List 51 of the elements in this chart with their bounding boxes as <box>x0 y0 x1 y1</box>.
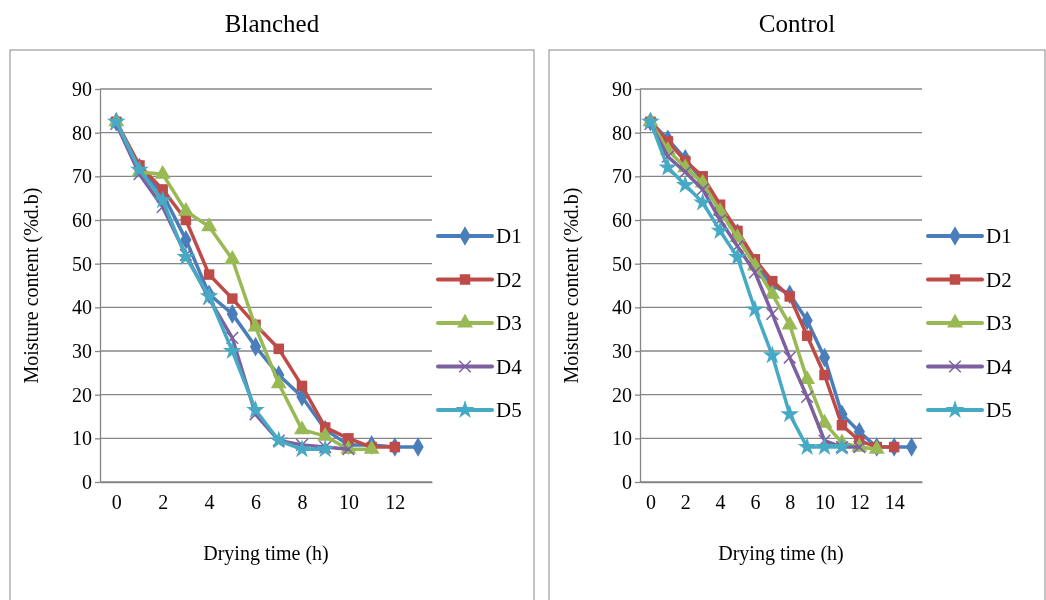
x-tick-label: 4 <box>715 491 726 513</box>
legend-label: D5 <box>496 398 522 422</box>
legend-label: D1 <box>496 224 522 248</box>
x-tick-label: 0 <box>111 491 122 513</box>
x-tick-label: 8 <box>785 491 796 513</box>
chart-title: Control <box>758 10 836 37</box>
y-tick-label: 60 <box>72 208 92 231</box>
x-tick-label: 12 <box>849 491 870 513</box>
y-tick-label: 0 <box>622 470 632 493</box>
y-axis-title: Moisture content (%d.b) <box>560 187 583 384</box>
y-tick-label: 70 <box>72 165 92 188</box>
legend-label: D2 <box>496 267 522 292</box>
y-tick-label: 60 <box>612 208 632 231</box>
legend-label: D4 <box>496 354 523 379</box>
y-tick-label: 80 <box>72 121 92 144</box>
x-tick-label: 6 <box>251 491 262 513</box>
y-tick-label: 50 <box>612 252 632 275</box>
legend-label: D5 <box>986 398 1012 422</box>
y-tick-label: 90 <box>72 77 92 100</box>
x-tick-label: 10 <box>338 491 359 513</box>
y-tick-label: 40 <box>72 296 92 319</box>
y-axis-title: Moisture content (%d.b) <box>20 187 43 384</box>
x-tick-label: 2 <box>158 491 169 513</box>
y-tick-label: 30 <box>72 339 92 362</box>
legend-label: D4 <box>986 354 1013 379</box>
y-tick-label: 70 <box>612 165 632 188</box>
y-tick-label: 30 <box>612 339 632 362</box>
y-tick-label: 40 <box>612 296 632 319</box>
chart-title: Blanched <box>224 10 320 37</box>
legend-label: D1 <box>986 224 1012 248</box>
x-axis-title: Drying time (h) <box>718 542 844 565</box>
legend-label: D3 <box>496 311 522 335</box>
y-tick-label: 10 <box>612 427 632 450</box>
y-tick-label: 90 <box>612 77 632 100</box>
legend-label: D2 <box>986 267 1012 292</box>
x-tick-label: 4 <box>204 491 215 513</box>
y-tick-label: 20 <box>72 383 92 406</box>
y-tick-label: 10 <box>72 427 92 450</box>
x-tick-label: 10 <box>815 491 836 513</box>
x-axis-title: Drying time (h) <box>203 542 329 565</box>
y-tick-label: 0 <box>82 470 92 493</box>
x-tick-label: 12 <box>385 491 406 513</box>
y-tick-label: 50 <box>72 252 92 275</box>
x-tick-label: 0 <box>645 491 656 513</box>
x-tick-label: 14 <box>884 491 905 513</box>
x-tick-label: 6 <box>750 491 761 513</box>
x-tick-label: 2 <box>680 491 691 513</box>
y-tick-label: 80 <box>612 121 632 144</box>
x-tick-label: 8 <box>297 491 308 513</box>
y-tick-label: 20 <box>612 383 632 406</box>
legend-label: D3 <box>986 311 1012 335</box>
